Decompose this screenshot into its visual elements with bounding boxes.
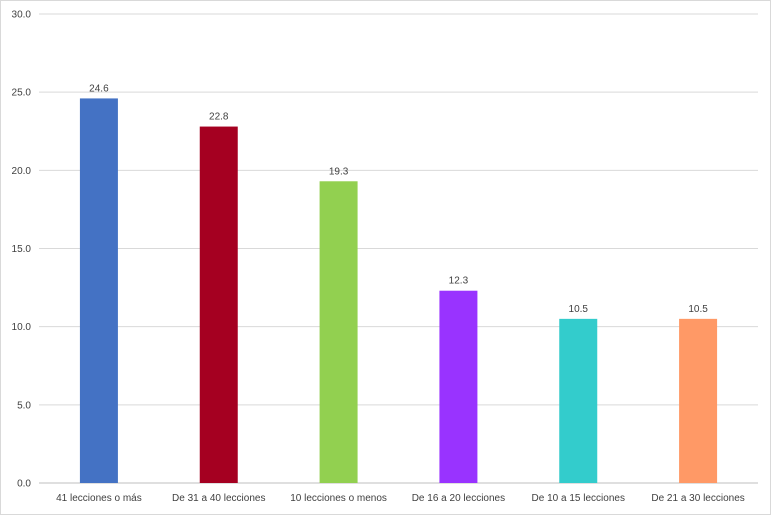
bar bbox=[199, 126, 238, 483]
data-label: 19.3 bbox=[329, 166, 349, 177]
data-labels: 24.6 22.8 19.3 12.3 10.5 10.5 bbox=[89, 83, 708, 314]
y-tick-label: 25.0 bbox=[12, 88, 32, 99]
data-label: 22.8 bbox=[209, 112, 229, 123]
bar bbox=[79, 98, 118, 484]
y-axis: 0.0 5.0 10.0 15.0 20.0 25.0 30.0 bbox=[12, 10, 32, 490]
x-axis: 41 lecciones o más De 31 a 40 lecciones 10… bbox=[56, 493, 745, 504]
x-tick-label: De 31 a 40 lecciones bbox=[172, 493, 265, 504]
y-tick-label: 10.0 bbox=[12, 322, 32, 333]
bar bbox=[439, 290, 478, 483]
bar bbox=[559, 318, 598, 483]
bar bbox=[679, 318, 718, 483]
data-label: 12.3 bbox=[449, 276, 469, 287]
x-tick-label: De 10 a 15 lecciones bbox=[532, 493, 625, 504]
bar bbox=[319, 181, 358, 483]
y-tick-label: 0.0 bbox=[17, 479, 31, 490]
x-tick-label: De 16 a 20 lecciones bbox=[412, 493, 505, 504]
bars bbox=[79, 98, 718, 484]
data-label: 10.5 bbox=[569, 304, 589, 315]
y-tick-label: 30.0 bbox=[12, 10, 32, 21]
x-tick-label: De 21 a 30 lecciones bbox=[651, 493, 744, 504]
x-tick-label: 10 lecciones o menos bbox=[290, 493, 387, 504]
data-label: 24.6 bbox=[89, 83, 109, 94]
y-tick-label: 5.0 bbox=[17, 400, 31, 411]
x-tick-label: 41 lecciones o más bbox=[56, 493, 142, 504]
y-tick-label: 15.0 bbox=[12, 244, 32, 255]
data-label: 10.5 bbox=[688, 304, 708, 315]
gridlines bbox=[39, 13, 758, 484]
y-tick-label: 20.0 bbox=[12, 166, 32, 177]
